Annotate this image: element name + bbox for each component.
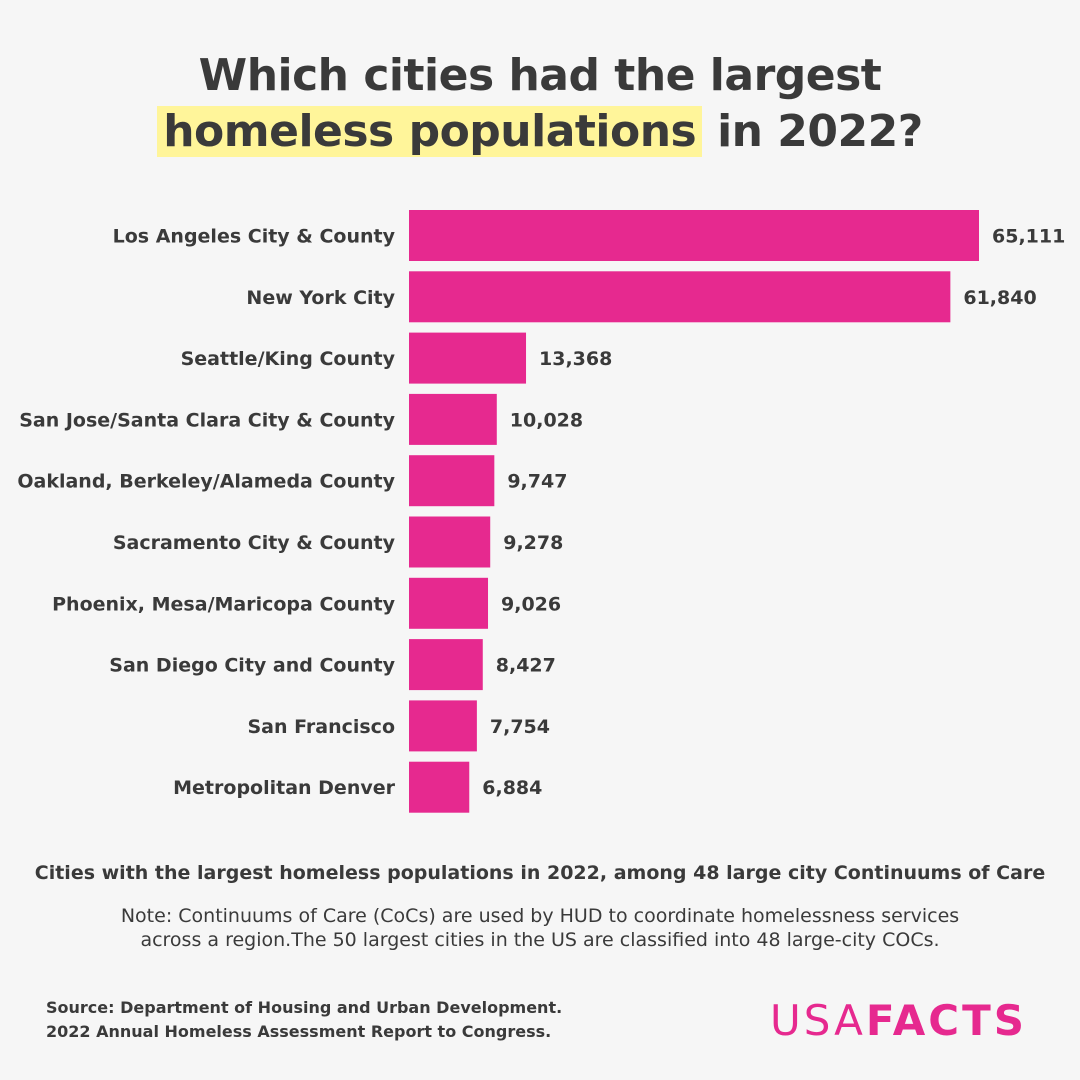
category-label: Seattle/King County [181, 348, 396, 370]
title-line-2: homeless populations in 2022? [0, 104, 1080, 160]
category-label: Metropolitan Denver [173, 777, 395, 799]
bar [409, 455, 495, 507]
value-label: 61,840 [963, 287, 1036, 309]
note-line-2: across a region.The 50 largest cities in… [140, 929, 940, 951]
chart-caption: Cities with the largest homeless populat… [34, 862, 1046, 884]
value-label: 9,026 [501, 593, 561, 615]
bar [409, 577, 489, 629]
bar [409, 271, 951, 323]
bar-chart: Los Angeles City & County 65,111 New York … [17, 210, 1065, 813]
bar [409, 332, 527, 384]
source-line-1: Source: Department of Housing and Urban … [46, 998, 563, 1017]
title-line-1: Which cities had the largest [198, 50, 882, 101]
value-label: 7,754 [490, 716, 550, 738]
bar [409, 761, 470, 813]
value-label: 9,747 [507, 471, 567, 493]
category-label: San Francisco [247, 716, 395, 738]
category-label: Los Angeles City & County [113, 226, 396, 248]
title-line-2-rest: in 2022? [717, 106, 923, 157]
category-label: San Diego City and County [109, 655, 395, 677]
category-label: New York City [246, 287, 395, 309]
category-label: Oakland, Berkeley/Alameda County [17, 471, 395, 493]
value-label: 8,427 [496, 655, 556, 677]
logo-part-2: FACTS [865, 996, 1028, 1045]
value-label: 9,278 [503, 532, 563, 554]
value-label: 13,368 [539, 348, 612, 370]
bar [409, 210, 979, 261]
chart-note: Note: Continuums of Care (CoCs) are used… [90, 904, 990, 952]
bar [409, 393, 497, 445]
bar [409, 639, 483, 691]
note-line-1: Note: Continuums of Care (CoCs) are used… [120, 905, 960, 927]
chart-title: Which cities had the largest homeless po… [0, 48, 1080, 160]
category-label: San Jose/Santa Clara City & County [19, 409, 395, 431]
bar [409, 516, 491, 568]
category-label: Phoenix, Mesa/Maricopa County [52, 593, 395, 615]
source-citation: Source: Department of Housing and Urban … [46, 996, 562, 1044]
value-label: 6,884 [482, 777, 542, 799]
bar [409, 700, 477, 752]
category-label: Sacramento City & County [113, 532, 396, 554]
logo-part-1: USA [770, 996, 866, 1045]
value-label: 65,111 [992, 226, 1065, 248]
value-label: 10,028 [510, 409, 583, 431]
usafacts-logo: USAFACTS [770, 996, 1027, 1045]
source-line-2: 2022 Annual Homeless Assessment Report t… [46, 1022, 552, 1041]
title-highlight: homeless populations [157, 106, 703, 157]
